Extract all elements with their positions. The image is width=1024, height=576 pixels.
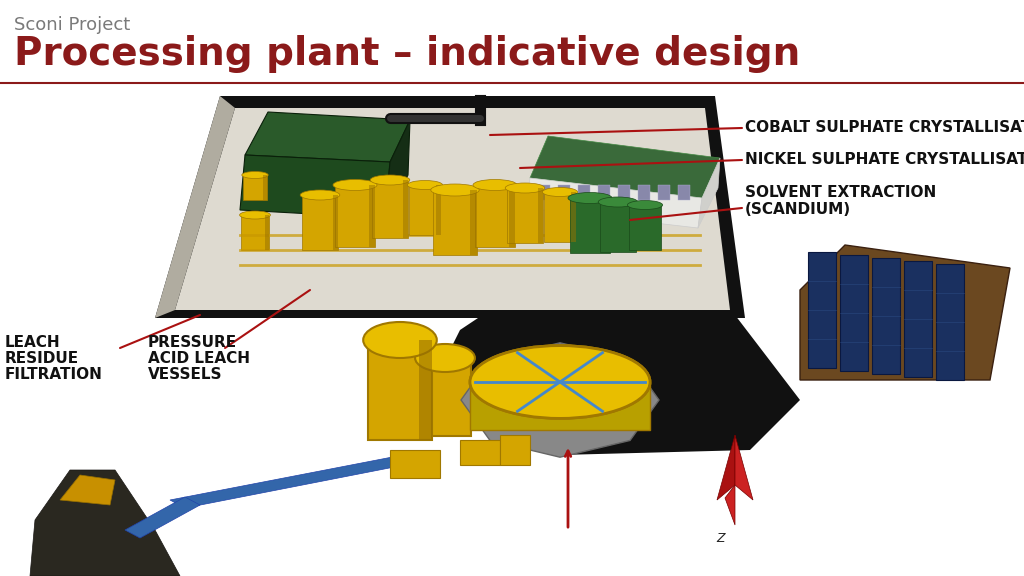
- Polygon shape: [904, 261, 932, 377]
- Polygon shape: [440, 310, 800, 455]
- Polygon shape: [872, 258, 900, 374]
- Text: LEACH: LEACH: [5, 335, 60, 350]
- Polygon shape: [170, 454, 420, 508]
- Bar: [629, 205, 662, 250]
- Polygon shape: [263, 175, 267, 200]
- Ellipse shape: [300, 190, 340, 200]
- Ellipse shape: [543, 188, 578, 196]
- Text: NICKEL SULPHATE CRYSTALLISATI: NICKEL SULPHATE CRYSTALLISATI: [745, 153, 1024, 168]
- Bar: [475, 185, 515, 247]
- Ellipse shape: [598, 197, 638, 207]
- Text: RESIDUE: RESIDUE: [5, 351, 79, 366]
- Text: SOLVENT EXTRACTION: SOLVENT EXTRACTION: [745, 185, 936, 200]
- Polygon shape: [419, 340, 432, 440]
- Polygon shape: [60, 475, 115, 505]
- Bar: [419, 358, 471, 436]
- Polygon shape: [936, 264, 964, 380]
- Bar: [368, 340, 432, 440]
- Ellipse shape: [628, 200, 663, 210]
- Bar: [618, 185, 630, 200]
- Polygon shape: [175, 108, 730, 310]
- Polygon shape: [717, 435, 735, 500]
- Text: ACID LEACH: ACID LEACH: [148, 351, 250, 366]
- Ellipse shape: [242, 172, 268, 179]
- Bar: [578, 185, 590, 200]
- Text: Processing plant – indicative design: Processing plant – indicative design: [14, 35, 800, 73]
- Ellipse shape: [240, 211, 270, 219]
- Ellipse shape: [371, 175, 410, 185]
- Polygon shape: [530, 136, 720, 198]
- Polygon shape: [698, 158, 720, 228]
- Ellipse shape: [333, 180, 377, 191]
- Text: (SCANDIUM): (SCANDIUM): [745, 202, 851, 217]
- Bar: [658, 185, 670, 200]
- Polygon shape: [526, 178, 702, 228]
- Ellipse shape: [408, 180, 442, 190]
- Polygon shape: [461, 343, 659, 457]
- Polygon shape: [715, 96, 745, 318]
- Bar: [638, 185, 650, 200]
- Ellipse shape: [470, 346, 650, 418]
- Polygon shape: [800, 245, 1010, 380]
- Bar: [335, 185, 375, 247]
- Polygon shape: [402, 180, 408, 238]
- Text: PRESSURE: PRESSURE: [148, 335, 238, 350]
- Ellipse shape: [415, 344, 475, 372]
- Polygon shape: [538, 188, 543, 243]
- Text: VESSELS: VESSELS: [148, 367, 222, 382]
- Ellipse shape: [505, 183, 545, 193]
- Text: Sconi Project: Sconi Project: [14, 16, 130, 34]
- Ellipse shape: [568, 192, 612, 203]
- Polygon shape: [155, 96, 234, 318]
- Polygon shape: [265, 215, 269, 250]
- Polygon shape: [509, 185, 515, 247]
- Bar: [460, 440, 500, 465]
- Polygon shape: [125, 497, 200, 538]
- Polygon shape: [30, 470, 180, 576]
- Text: COBALT SULPHATE CRYSTALLISAT: COBALT SULPHATE CRYSTALLISAT: [745, 120, 1024, 135]
- Polygon shape: [470, 382, 650, 430]
- Polygon shape: [155, 96, 745, 318]
- Bar: [600, 202, 636, 252]
- Bar: [598, 185, 610, 200]
- Bar: [570, 198, 610, 253]
- Text: Z: Z: [717, 532, 725, 545]
- Bar: [544, 192, 575, 242]
- Bar: [372, 180, 408, 238]
- Bar: [390, 450, 440, 478]
- Bar: [243, 175, 267, 200]
- Text: FILTRATION: FILTRATION: [5, 367, 102, 382]
- Bar: [241, 215, 269, 250]
- Polygon shape: [808, 252, 836, 368]
- Polygon shape: [240, 155, 390, 218]
- Bar: [302, 195, 338, 250]
- Ellipse shape: [473, 180, 517, 191]
- Bar: [409, 185, 441, 235]
- Polygon shape: [735, 435, 753, 500]
- Bar: [538, 185, 550, 200]
- Polygon shape: [470, 190, 477, 255]
- Bar: [433, 190, 477, 255]
- Polygon shape: [385, 120, 410, 218]
- Polygon shape: [245, 112, 410, 162]
- Bar: [500, 435, 530, 465]
- Bar: [558, 185, 570, 200]
- Polygon shape: [840, 255, 868, 371]
- Ellipse shape: [470, 346, 650, 418]
- Polygon shape: [725, 485, 735, 525]
- Polygon shape: [369, 185, 375, 247]
- Bar: [678, 185, 690, 200]
- Polygon shape: [333, 195, 338, 250]
- Polygon shape: [571, 192, 575, 242]
- Ellipse shape: [431, 184, 479, 196]
- Ellipse shape: [364, 322, 437, 358]
- Bar: [507, 188, 543, 243]
- Polygon shape: [436, 185, 441, 235]
